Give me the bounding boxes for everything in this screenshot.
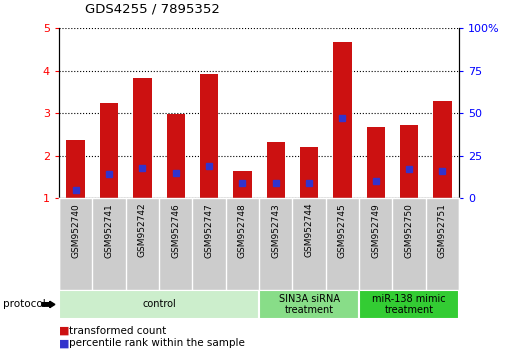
Bar — [259, 290, 359, 319]
Text: control: control — [142, 299, 176, 309]
Text: ■: ■ — [59, 326, 69, 336]
Bar — [200, 74, 218, 198]
Bar — [359, 290, 459, 319]
Bar — [433, 101, 451, 198]
Text: GSM952741: GSM952741 — [105, 203, 113, 258]
Text: GDS4255 / 7895352: GDS4255 / 7895352 — [85, 3, 220, 16]
Text: SIN3A siRNA
treatment: SIN3A siRNA treatment — [279, 293, 340, 315]
Text: GSM952750: GSM952750 — [405, 203, 413, 258]
Text: transformed count: transformed count — [69, 326, 167, 336]
Bar — [300, 147, 318, 198]
Text: GSM952744: GSM952744 — [305, 203, 313, 257]
Text: GSM952740: GSM952740 — [71, 203, 80, 258]
Bar — [100, 103, 118, 198]
Bar — [67, 139, 85, 198]
Text: GSM952743: GSM952743 — [271, 203, 280, 258]
Text: GSM952747: GSM952747 — [205, 203, 213, 258]
Text: GSM952751: GSM952751 — [438, 203, 447, 258]
Text: GSM952746: GSM952746 — [171, 203, 180, 258]
Text: GSM952749: GSM952749 — [371, 203, 380, 258]
Bar — [233, 171, 251, 198]
Text: GSM952748: GSM952748 — [238, 203, 247, 258]
Text: ■: ■ — [59, 338, 69, 348]
Text: GSM952742: GSM952742 — [138, 203, 147, 257]
Bar — [167, 114, 185, 198]
Bar — [333, 42, 351, 198]
Text: miR-138 mimic
treatment: miR-138 mimic treatment — [372, 293, 446, 315]
Bar — [367, 127, 385, 198]
Text: percentile rank within the sample: percentile rank within the sample — [69, 338, 245, 348]
Bar — [267, 142, 285, 198]
Bar — [400, 125, 418, 198]
Text: protocol: protocol — [3, 299, 45, 309]
Text: GSM952745: GSM952745 — [338, 203, 347, 258]
Bar — [59, 290, 259, 319]
Bar — [133, 79, 151, 198]
